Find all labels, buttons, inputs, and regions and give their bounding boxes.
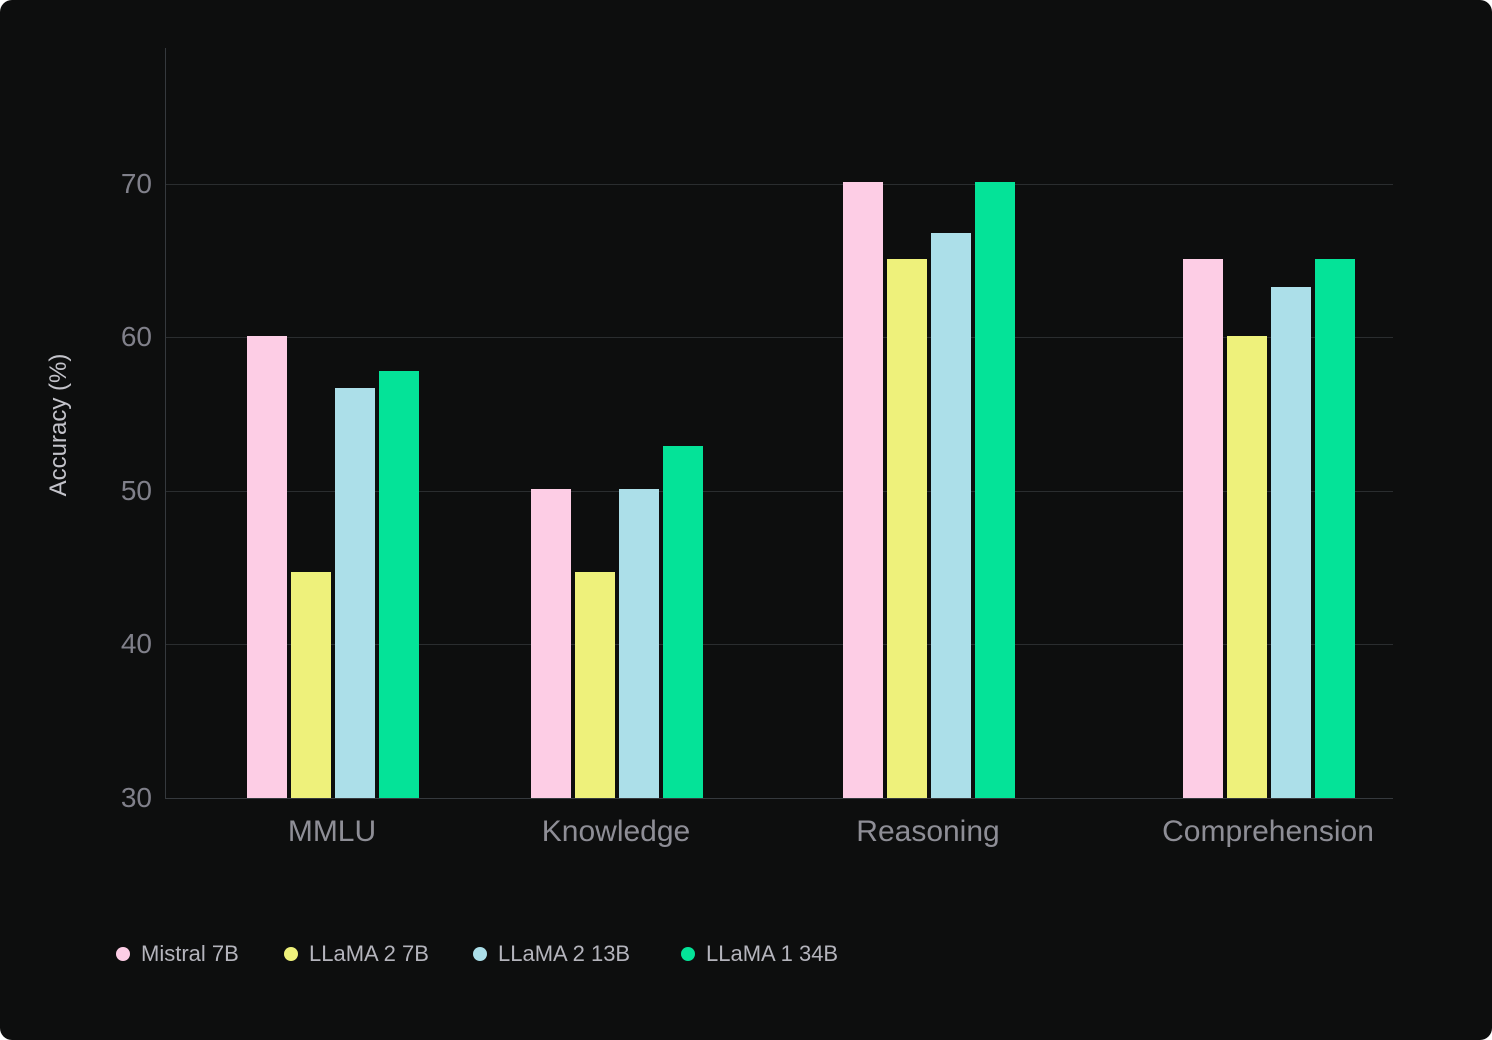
bar-knowledge-series-1	[575, 572, 615, 798]
y-tick-label: 70	[120, 168, 152, 199]
y-axis-title: Accuracy (%)	[45, 353, 72, 497]
legend-label: LLaMA 1 34B	[706, 941, 839, 966]
legend-label: Mistral 7B	[141, 941, 239, 966]
y-tick-label: 50	[120, 475, 152, 506]
bar-reasoning-series-2	[931, 233, 971, 798]
bar-mmlu-series-0	[247, 336, 287, 798]
gridline	[166, 337, 1393, 338]
bar-reasoning-series-1	[887, 259, 927, 798]
bar-comprehension-series-3	[1315, 259, 1355, 798]
y-tick-label: 40	[120, 628, 152, 659]
legend-item: LLaMA 2 7B	[284, 940, 429, 968]
x-category-label: Knowledge	[541, 815, 691, 848]
y-tick-label: 60	[120, 321, 152, 352]
bar-mmlu-series-3	[379, 371, 419, 798]
y-tick-label: 30	[120, 782, 152, 813]
legend-dot-icon	[681, 947, 695, 961]
bar-comprehension-series-2	[1271, 287, 1311, 798]
x-category-label: Comprehension	[1162, 815, 1374, 848]
x-category-label: Reasoning	[856, 815, 1000, 848]
bar-knowledge-series-0	[531, 489, 571, 798]
legend-item: Mistral 7B	[116, 940, 239, 968]
x-category-label: MMLU	[287, 815, 377, 848]
gridline	[166, 184, 1393, 185]
legend-dot-icon	[473, 947, 487, 961]
legend-label: LLaMA 2 7B	[309, 941, 429, 966]
bar-mmlu-series-2	[335, 388, 375, 798]
gridline	[166, 491, 1393, 492]
legend-item: LLaMA 2 13B	[473, 940, 630, 968]
bar-knowledge-series-3	[663, 446, 703, 798]
legend-dot-icon	[116, 947, 130, 961]
gridline	[166, 644, 1393, 645]
legend-dot-icon	[284, 947, 298, 961]
bar-reasoning-series-3	[975, 182, 1015, 798]
bar-comprehension-series-1	[1227, 336, 1267, 798]
legend-item: LLaMA 1 34B	[681, 940, 838, 968]
bar-comprehension-series-0	[1183, 259, 1223, 798]
plot-area	[165, 48, 1393, 799]
bar-knowledge-series-2	[619, 489, 659, 798]
legend-label: LLaMA 2 13B	[498, 941, 631, 966]
bar-reasoning-series-0	[843, 182, 883, 798]
bar-mmlu-series-1	[291, 572, 331, 798]
